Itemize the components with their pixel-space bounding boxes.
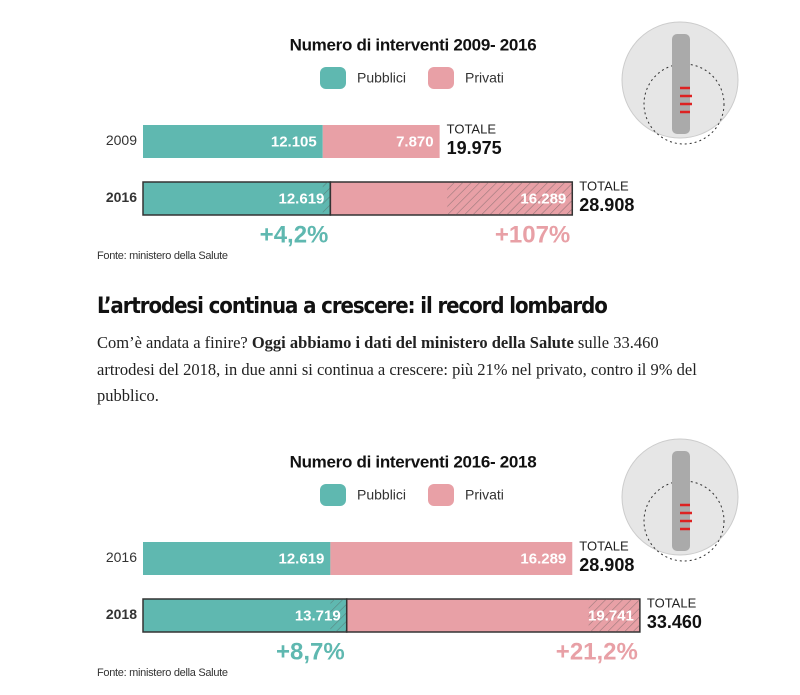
legend-swatch xyxy=(320,484,346,506)
total-caption: TOTALE xyxy=(447,121,497,136)
total-value: 19.975 xyxy=(447,138,502,158)
legend-label: Pubblici xyxy=(357,487,406,503)
increase-hatch xyxy=(588,599,640,632)
category-label: 2018 xyxy=(106,606,137,622)
legend-label: Privati xyxy=(465,487,504,503)
value-label: 19.741 xyxy=(588,607,634,624)
text: Com’è andata a finire? xyxy=(97,333,252,352)
bar-segment xyxy=(330,542,573,575)
bold-text: Oggi abbiamo i dati del ministero della … xyxy=(251,333,574,352)
total-value: 28.908 xyxy=(579,555,634,575)
value-label: 12.619 xyxy=(279,190,325,207)
total-value: 33.460 xyxy=(647,612,702,632)
legend-label: Pubblici xyxy=(357,70,406,86)
legend-swatch xyxy=(428,67,454,89)
change-label: +107% xyxy=(495,221,570,248)
spine-icon xyxy=(621,21,739,145)
legend-swatch xyxy=(320,67,346,89)
category-label: 2016 xyxy=(106,549,137,565)
total-caption: TOTALE xyxy=(647,595,697,610)
bar-segment xyxy=(322,125,440,158)
category-label: 2016 xyxy=(106,189,137,205)
increase-hatch xyxy=(447,182,573,215)
source: Fonte: ministero della Salute xyxy=(97,667,228,679)
total-value: 28.908 xyxy=(579,195,634,215)
article-paragraph: Com’è andata a finire? Oggi abbiamo i da… xyxy=(97,330,702,410)
value-label: 13.719 xyxy=(295,607,341,624)
increase-hatch xyxy=(330,599,347,632)
value-label: 16.289 xyxy=(520,550,566,567)
change-label: +21,2% xyxy=(556,638,638,665)
total-caption: TOTALE xyxy=(579,538,629,553)
bar-segment xyxy=(143,542,331,575)
legend-swatch xyxy=(428,484,454,506)
bar-segment xyxy=(142,181,332,216)
category-label: 2009 xyxy=(106,132,137,148)
source: Fonte: ministero della Salute xyxy=(97,250,228,262)
chart-title: Numero di interventi 2016- 2018 xyxy=(290,452,537,471)
total-caption: TOTALE xyxy=(579,178,629,193)
bar-segment xyxy=(143,125,323,158)
chart-title: Numero di interventi 2009- 2016 xyxy=(290,35,537,54)
value-label: 12.619 xyxy=(279,550,325,567)
change-label: +8,7% xyxy=(276,638,345,665)
legend-label: Privati xyxy=(465,70,504,86)
value-label: 7.870 xyxy=(396,133,434,150)
value-label: 16.289 xyxy=(520,190,566,207)
value-label: 12.105 xyxy=(271,133,317,150)
article-heading: L’artrodesi continua a crescere: il reco… xyxy=(97,294,608,319)
text: sulle 33.460 artrodesi del 2018, in due … xyxy=(97,333,697,405)
spine-icon xyxy=(621,438,739,562)
change-label: +4,2% xyxy=(260,221,329,248)
increase-hatch xyxy=(322,182,331,215)
